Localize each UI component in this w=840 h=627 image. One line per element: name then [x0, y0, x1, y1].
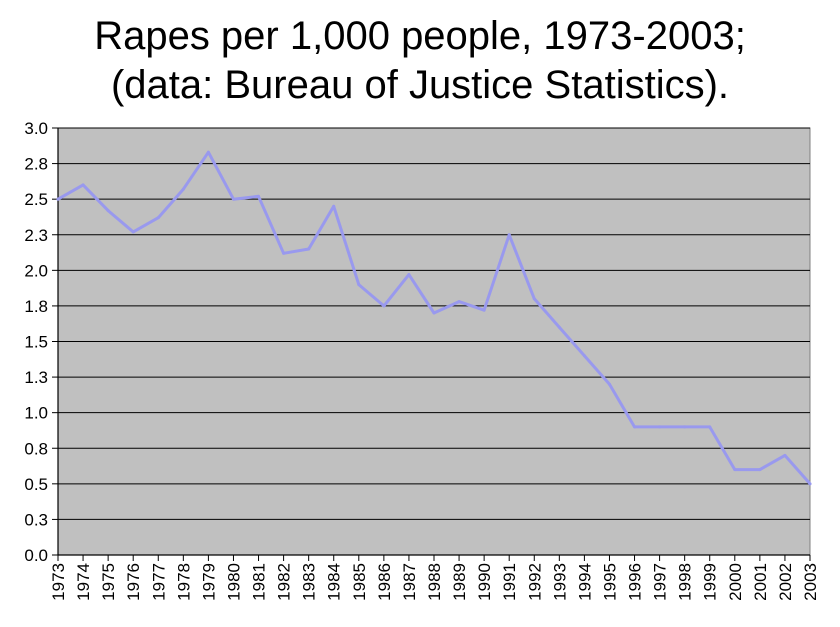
data-point — [332, 204, 336, 208]
data-point — [307, 247, 311, 251]
x-tick-label: 1976 — [124, 563, 143, 601]
x-tick-label: 1983 — [300, 563, 319, 601]
data-point — [106, 209, 110, 213]
y-tick-label: 1.5 — [24, 333, 48, 352]
x-tick-label: 1980 — [224, 563, 243, 601]
data-point — [457, 300, 461, 304]
data-point — [557, 325, 561, 329]
y-tick-label: 1.0 — [24, 404, 48, 423]
x-tick-label: 1979 — [199, 563, 218, 601]
x-tick-label: 1991 — [500, 563, 519, 601]
x-tick-label: 2001 — [751, 563, 770, 601]
data-point — [683, 425, 687, 429]
data-point — [81, 183, 85, 187]
data-point — [181, 187, 185, 191]
data-point — [131, 230, 135, 234]
x-tick-label: 1998 — [676, 563, 695, 601]
data-point — [156, 216, 160, 220]
x-tick-label: 1987 — [400, 563, 419, 601]
chart-subtitle: (data: Bureau of Justice Statistics). — [110, 63, 730, 107]
data-point — [231, 197, 235, 201]
x-tick-label: 1995 — [600, 563, 619, 601]
y-tick-label: 0.0 — [24, 546, 48, 565]
x-tick-label: 1996 — [626, 563, 645, 601]
x-tick-label: 1992 — [525, 563, 544, 601]
y-tick-label: 3.0 — [24, 119, 48, 138]
x-tick-label: 1973 — [49, 563, 68, 601]
y-tick-label: 2.8 — [24, 155, 48, 174]
data-point — [708, 425, 712, 429]
x-tick-label: 2000 — [726, 563, 745, 601]
x-tick-label: 1982 — [275, 563, 294, 601]
x-tick-label: 1984 — [325, 563, 344, 601]
data-point — [733, 468, 737, 472]
y-tick-label: 2.3 — [24, 226, 48, 245]
data-point — [382, 304, 386, 308]
data-point — [532, 297, 536, 301]
x-tick-label: 1978 — [174, 563, 193, 601]
x-tick-label: 1977 — [149, 563, 168, 601]
x-tick-label: 1989 — [450, 563, 469, 601]
y-tick-label: 2.0 — [24, 261, 48, 280]
x-tick-label: 2003 — [801, 563, 820, 601]
data-point — [432, 311, 436, 315]
chart-title: Rapes per 1,000 people, 1973-2003; — [94, 14, 746, 58]
data-point — [783, 453, 787, 457]
x-tick-label: 1993 — [550, 563, 569, 601]
x-tick-label: 1990 — [475, 563, 494, 601]
data-point — [582, 354, 586, 358]
x-tick-label: 1981 — [250, 563, 269, 601]
data-point — [206, 150, 210, 154]
x-tick-label: 1986 — [375, 563, 394, 601]
y-tick-label: 1.3 — [24, 368, 48, 387]
x-tick-label: 1985 — [350, 563, 369, 601]
x-tick-label: 1994 — [575, 563, 594, 601]
data-point — [658, 425, 662, 429]
data-point — [758, 468, 762, 472]
x-tick-label: 1988 — [425, 563, 444, 601]
data-point — [482, 308, 486, 312]
data-point — [507, 233, 511, 237]
y-tick-label: 2.5 — [24, 190, 48, 209]
x-tick-label: 1975 — [99, 563, 118, 601]
data-point — [808, 482, 812, 486]
y-tick-label: 0.8 — [24, 439, 48, 458]
y-tick-label: 0.3 — [24, 510, 48, 529]
data-point — [56, 197, 60, 201]
y-tick-label: 1.8 — [24, 297, 48, 316]
data-point — [257, 194, 261, 198]
x-tick-label: 2002 — [776, 563, 795, 601]
x-tick-label: 1999 — [701, 563, 720, 601]
y-tick-label: 0.5 — [24, 475, 48, 494]
data-point — [633, 425, 637, 429]
data-point — [407, 273, 411, 277]
data-point — [282, 251, 286, 255]
data-point — [607, 382, 611, 386]
x-tick-label: 1997 — [651, 563, 670, 601]
data-point — [357, 283, 361, 287]
x-tick-label: 1974 — [74, 563, 93, 601]
